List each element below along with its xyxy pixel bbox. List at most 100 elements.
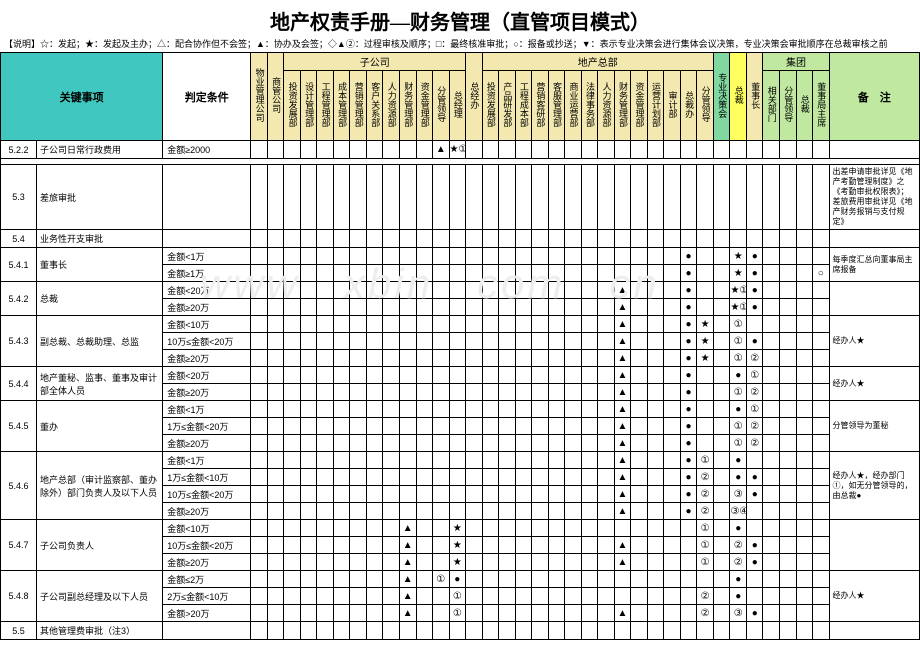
cell-sym: [647, 503, 664, 520]
col-12: 总经理: [453, 91, 462, 118]
row-title: 其他管理费审批（注3）: [37, 622, 163, 640]
row-note: 出差申请审批详见《地产考勤管理制度》之《考勤审批权限表》；差旅费用审批详见《地产…: [829, 165, 919, 230]
cell-sym: [697, 435, 714, 452]
cell-sym: [565, 435, 582, 452]
cell-sym: [350, 503, 367, 520]
cell-sym: [697, 367, 714, 384]
cell-sym: [416, 520, 433, 537]
cell-sym: [532, 554, 549, 571]
cell-sym: [664, 503, 681, 520]
cell-sym: [647, 520, 664, 537]
cell-sym: [267, 622, 284, 640]
cell-sym: [813, 452, 830, 469]
cell-sym: [399, 299, 416, 316]
cell-sym: [300, 520, 317, 537]
cell-sym: [482, 333, 499, 350]
cell-sym: [433, 350, 450, 367]
cell-sym: [399, 622, 416, 640]
cell-sym: [350, 230, 367, 248]
cell-sym: [251, 503, 268, 520]
cell-sym: [466, 486, 483, 503]
cell-sym: [499, 469, 516, 486]
cell-sym: [366, 248, 383, 265]
cell-sym: [300, 503, 317, 520]
cell-sym: [598, 418, 615, 435]
cell-sym: [796, 248, 813, 265]
cell-sym: [515, 265, 532, 282]
row-cond: 金额<20万: [163, 367, 251, 384]
cell-sym: [680, 571, 697, 588]
cell-sym: [284, 350, 301, 367]
cell-sym: [614, 622, 631, 640]
cell-sym: [515, 316, 532, 333]
cell-sym: [333, 248, 350, 265]
cell-sym: [532, 299, 549, 316]
cell-sym: [813, 299, 830, 316]
row-num: 5.4.4: [1, 367, 37, 401]
cell-sym: [515, 165, 532, 230]
cell-sym: [317, 571, 334, 588]
cell-sym: [251, 401, 268, 418]
cell-sym: [449, 622, 466, 640]
cell-sym: [317, 384, 334, 401]
cell-sym: [383, 141, 400, 159]
cell-sym: [284, 401, 301, 418]
cell-sym: ①: [730, 316, 747, 333]
row-num: 5.4.1: [1, 248, 37, 282]
cell-sym: [664, 622, 681, 640]
col-15: 产品研发部: [502, 82, 511, 127]
cell-sym: [631, 230, 648, 248]
cell-sym: [499, 622, 516, 640]
cell-sym: [680, 141, 697, 159]
cell-sym: [548, 503, 565, 520]
cell-sym: [267, 333, 284, 350]
cell-sym: [631, 469, 648, 486]
cell-sym: [383, 299, 400, 316]
page-title: 地产权责手册—财务管理（直管项目模式）: [0, 0, 920, 37]
cell-sym: [499, 333, 516, 350]
cell-sym: [466, 588, 483, 605]
cell-sym: [383, 401, 400, 418]
col-22: 财务管理部: [618, 82, 627, 127]
col-16: 工程成本部: [519, 82, 528, 127]
cell-sym: ▲: [614, 418, 631, 435]
cell-sym: [515, 141, 532, 159]
cell-sym: [631, 452, 648, 469]
cell-sym: [565, 333, 582, 350]
cell-sym: ①: [697, 537, 714, 554]
cell-sym: [333, 605, 350, 622]
cell-sym: [399, 265, 416, 282]
cell-sym: [532, 452, 549, 469]
cell-sym: [631, 537, 648, 554]
cell-sym: [763, 520, 780, 537]
cell-sym: [482, 230, 499, 248]
cell-sym: [515, 537, 532, 554]
cell-sym: [416, 418, 433, 435]
cell-sym: [763, 141, 780, 159]
row-note: 经办人★: [829, 367, 919, 401]
cell-sym: [383, 469, 400, 486]
cell-sym: [482, 503, 499, 520]
cell-sym: [664, 282, 681, 299]
cell-sym: [614, 248, 631, 265]
cell-sym: [499, 165, 516, 230]
cell-sym: ▲: [614, 469, 631, 486]
cell-sym: [251, 554, 268, 571]
cell-sym: [333, 588, 350, 605]
row-note: [829, 622, 919, 640]
cell-sym: [813, 469, 830, 486]
cell-sym: [813, 588, 830, 605]
row-note: 经办人★: [829, 316, 919, 367]
cell-sym: [664, 367, 681, 384]
cell-sym: ①: [746, 401, 763, 418]
cell-sym: [482, 165, 499, 230]
cell-sym: [631, 571, 648, 588]
cell-sym: [565, 316, 582, 333]
cell-sym: [399, 367, 416, 384]
row-cond: 1万≤金额<20万: [163, 418, 251, 435]
row-cond: 10万≤金额<20万: [163, 537, 251, 554]
cell-sym: [713, 333, 730, 350]
cell-sym: [251, 588, 268, 605]
cell-sym: [515, 554, 532, 571]
cell-sym: ●: [746, 469, 763, 486]
